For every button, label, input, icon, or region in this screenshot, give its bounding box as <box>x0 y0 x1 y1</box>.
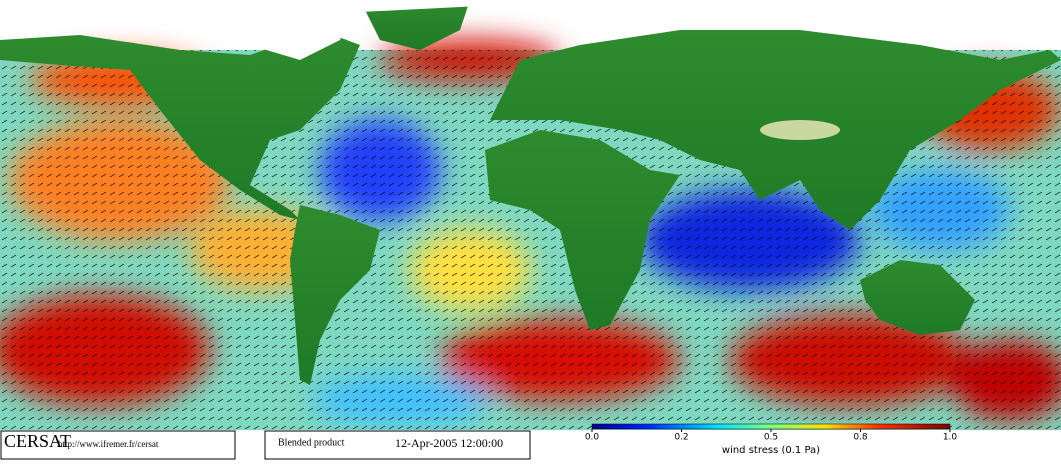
url: http://www.ifremer.fr/cersat <box>58 439 159 449</box>
colorbar-tick-label: 0.2 <box>674 433 688 443</box>
product: Blended product <box>278 437 345 448</box>
colorbar-label: wind stress (0.1 Pa) <box>722 445 820 456</box>
colorbar-tick-label: 0.0 <box>585 433 600 443</box>
date: 12-Apr-2005 12:00:00 <box>395 436 503 450</box>
colorbar-tick-label: 0.5 <box>764 433 778 443</box>
colorbar <box>591 423 951 430</box>
colorbar-tick-label: 0.8 <box>853 433 868 443</box>
product-box <box>264 430 531 460</box>
logo: CERSAT <box>4 431 71 451</box>
sea-ice <box>0 0 1061 60</box>
colorbar-tick-label: 1.0 <box>943 433 958 443</box>
logo-box <box>0 430 236 460</box>
